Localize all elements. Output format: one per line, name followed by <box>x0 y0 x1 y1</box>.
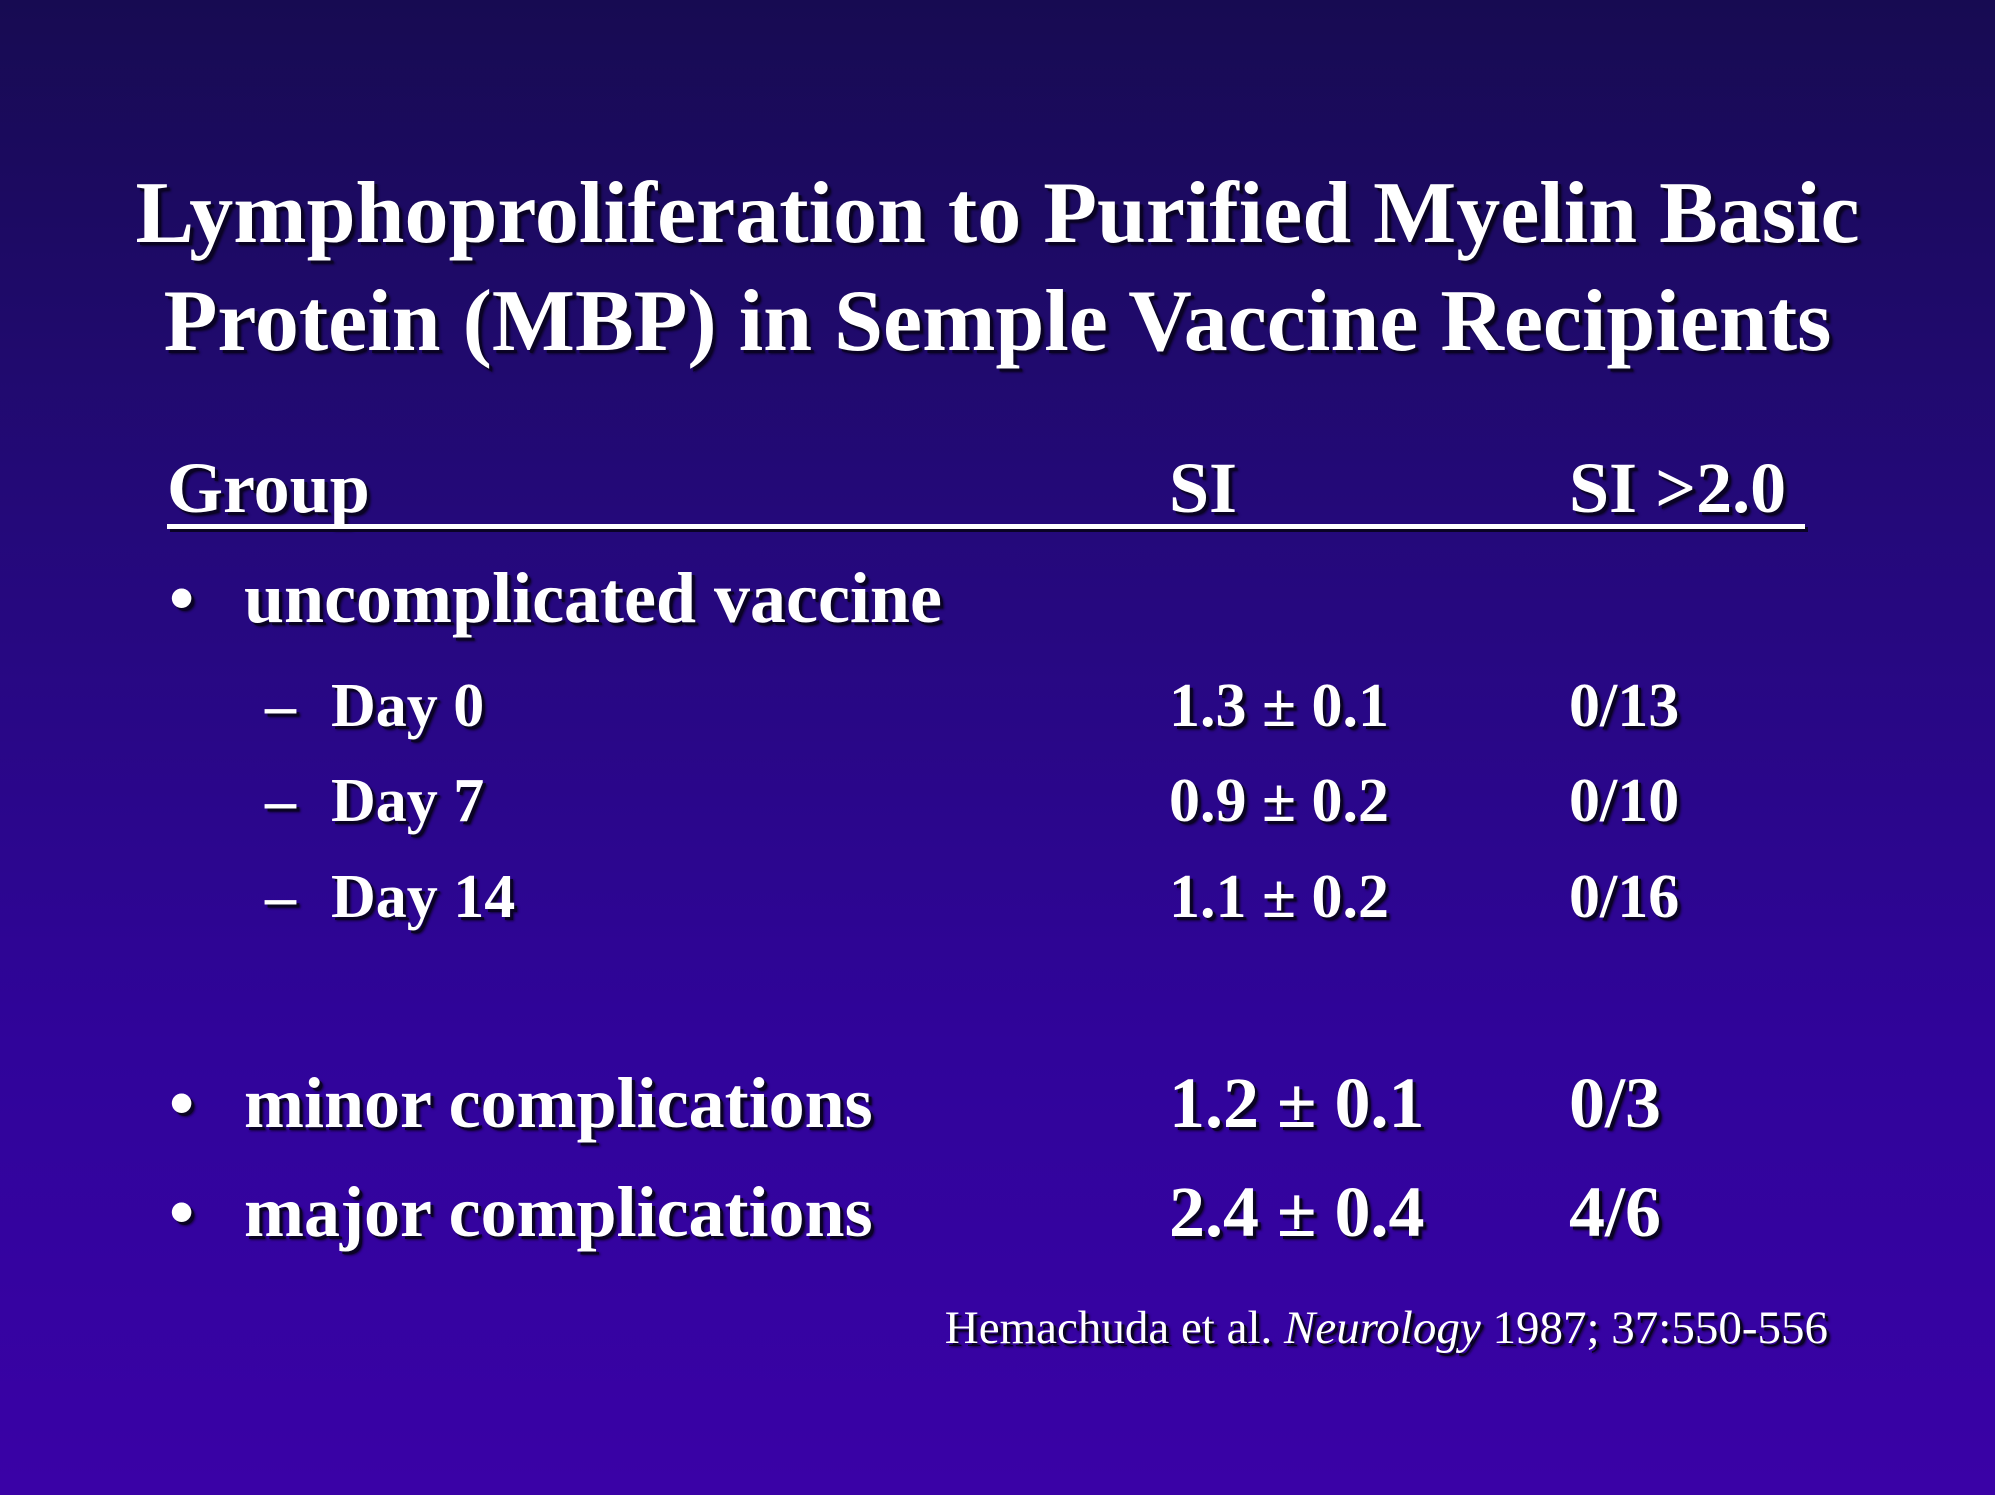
row-label: major complications <box>244 1172 873 1252</box>
row-label: uncomplicated vaccine <box>244 558 942 638</box>
table-row-day-7: – Day 7 0.9 ± 0.2 0/10 <box>167 765 1805 837</box>
row-label: Day 14 <box>331 863 516 931</box>
slide-title-line-2: Protein (MBP) in Semple Vaccine Recipien… <box>163 273 1832 370</box>
header-underline <box>167 524 1805 529</box>
row-si-threshold-value: 4/6 <box>1569 1172 1662 1252</box>
slide-title-line-1: Lymphoproliferation to Purified Myelin B… <box>135 165 1860 262</box>
header-si-threshold: SI >2.0 <box>1569 448 1787 528</box>
citation: Hemachuda et al. Neurology 1987; 37:550-… <box>945 1300 1828 1356</box>
table-row-major-complications: • major complications 2.4 ± 0.4 4/6 <box>167 1172 1805 1252</box>
bullet-icon: • <box>169 558 195 638</box>
table-row-uncomplicated-vaccine: • uncomplicated vaccine <box>167 558 1805 638</box>
slide-title: Lymphoproliferation to Purified Myelin B… <box>0 160 1995 376</box>
header-si: SI <box>1169 448 1238 528</box>
row-label: Day 7 <box>331 767 485 835</box>
table-header: Group SI SI >2.0 <box>167 448 1805 528</box>
row-si-value: 2.4 ± 0.4 <box>1169 1172 1425 1252</box>
row-label: Day 0 <box>331 672 485 740</box>
bullet-icon: • <box>169 1063 195 1143</box>
row-si-threshold-value: 0/16 <box>1569 863 1680 931</box>
citation-journal: Neurology <box>1284 1302 1481 1354</box>
header-group: Group <box>167 448 370 528</box>
bullet-icon: • <box>169 1172 195 1252</box>
table-row-day-14: – Day 14 1.1 ± 0.2 0/16 <box>167 861 1805 933</box>
dash-icon: – <box>265 672 296 740</box>
row-si-value: 1.2 ± 0.1 <box>1169 1063 1425 1143</box>
row-si-value: 0.9 ± 0.2 <box>1169 767 1390 835</box>
dash-icon: – <box>265 863 296 931</box>
row-si-value: 1.3 ± 0.1 <box>1169 672 1390 740</box>
row-si-threshold-value: 0/13 <box>1569 672 1680 740</box>
row-si-value: 1.1 ± 0.2 <box>1169 863 1390 931</box>
row-si-threshold-value: 0/10 <box>1569 767 1680 835</box>
row-label: minor complications <box>244 1063 873 1143</box>
table-row-minor-complications: • minor complications 1.2 ± 0.1 0/3 <box>167 1063 1805 1143</box>
table-row-day-0: – Day 0 1.3 ± 0.1 0/13 <box>167 670 1805 742</box>
dash-icon: – <box>265 767 296 835</box>
citation-authors: Hemachuda et al. <box>944 1302 1285 1354</box>
citation-details: 1987; 37:550-556 <box>1480 1302 1828 1354</box>
row-si-threshold-value: 0/3 <box>1569 1063 1662 1143</box>
